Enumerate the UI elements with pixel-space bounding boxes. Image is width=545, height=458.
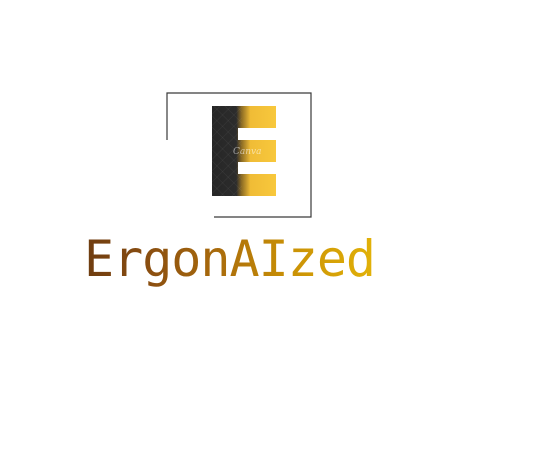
watermark-text: Canva [233, 147, 262, 157]
brand-wordmark: ErgonAIzed [84, 226, 376, 292]
logo-mark: Canva [166, 92, 312, 218]
frame-line [166, 92, 312, 218]
